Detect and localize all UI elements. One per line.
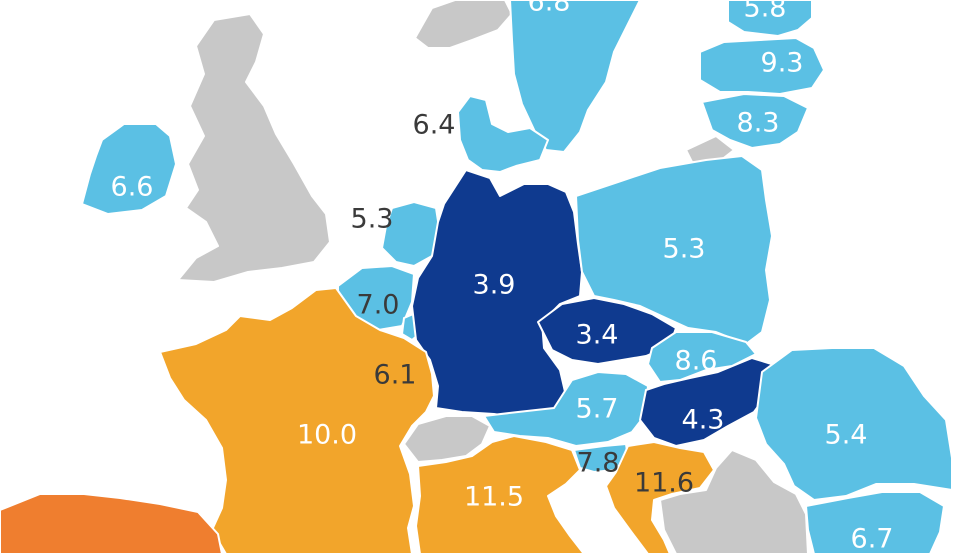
- country-shapes: [0, 0, 953, 554]
- country-lithuania[interactable]: [701, 93, 809, 149]
- country-poland[interactable]: [575, 155, 773, 345]
- country-denmark[interactable]: [457, 95, 549, 173]
- country-netherlands[interactable]: [381, 201, 441, 267]
- label-germany: 3.9: [473, 270, 516, 301]
- label-netherlands: 5.3: [351, 204, 394, 235]
- label-austria: 5.7: [576, 394, 619, 425]
- label-estonia: 5.8: [744, 0, 787, 24]
- country-ireland[interactable]: [81, 123, 177, 215]
- country-switzerland[interactable]: [403, 415, 491, 463]
- country-romania[interactable]: [755, 347, 953, 501]
- country-bulgaria[interactable]: [805, 491, 945, 554]
- label-belgium: 7.0: [357, 290, 400, 321]
- country-croatia[interactable]: [605, 441, 715, 554]
- label-hungary: 4.3: [682, 405, 725, 436]
- label-france: 10.0: [297, 420, 357, 451]
- label-latvia: 9.3: [761, 48, 804, 79]
- label-slovakia: 8.6: [675, 346, 718, 377]
- country-united-kingdom[interactable]: [177, 13, 331, 283]
- country-norway[interactable]: [414, 0, 513, 49]
- label-ireland: 6.6: [111, 172, 154, 203]
- label-bulgaria: 6.7: [851, 524, 894, 554]
- value-labels: 6.8 5.8 9.3 8.3 6.4 6.6 5.3 3.9 5.3 7.0 …: [111, 0, 894, 554]
- label-poland: 5.3: [663, 234, 706, 265]
- label-italy: 11.5: [464, 482, 524, 513]
- country-italy[interactable]: [415, 435, 585, 554]
- label-czechia: 3.4: [576, 320, 619, 351]
- label-luxembourg: 6.1: [374, 360, 417, 391]
- label-croatia: 11.6: [634, 468, 694, 499]
- region-balkans[interactable]: [659, 449, 809, 554]
- country-estonia[interactable]: [727, 0, 813, 37]
- label-lithuania: 8.3: [737, 108, 780, 139]
- country-sweden[interactable]: [509, 0, 641, 153]
- country-latvia[interactable]: [699, 37, 825, 95]
- label-sweden: 6.8: [528, 0, 571, 18]
- country-spain[interactable]: [0, 493, 223, 554]
- label-romania: 5.4: [825, 420, 868, 451]
- country-france[interactable]: [159, 287, 435, 554]
- label-denmark: 6.4: [413, 110, 456, 141]
- label-slovenia: 7.8: [577, 448, 620, 479]
